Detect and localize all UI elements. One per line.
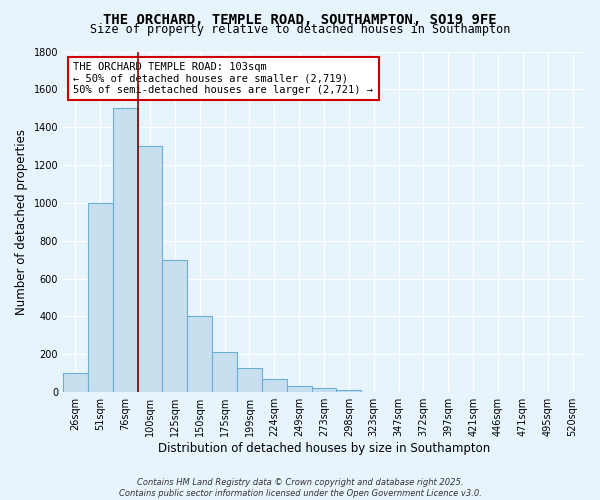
Bar [137, 146, 163, 392]
Y-axis label: Number of detached properties: Number of detached properties [15, 129, 28, 315]
Bar [63, 374, 88, 392]
Bar [113, 108, 137, 392]
Bar [311, 388, 337, 392]
Bar [88, 203, 113, 392]
Text: THE ORCHARD, TEMPLE ROAD, SOUTHAMPTON, SO19 9FE: THE ORCHARD, TEMPLE ROAD, SOUTHAMPTON, S… [103, 12, 497, 26]
Bar [163, 260, 187, 392]
Bar [337, 390, 361, 392]
Bar [237, 368, 262, 392]
Bar [212, 352, 237, 392]
Bar [187, 316, 212, 392]
Bar [262, 379, 287, 392]
Bar [287, 386, 311, 392]
Text: Contains HM Land Registry data © Crown copyright and database right 2025.
Contai: Contains HM Land Registry data © Crown c… [119, 478, 481, 498]
Text: THE ORCHARD TEMPLE ROAD: 103sqm
← 50% of detached houses are smaller (2,719)
50%: THE ORCHARD TEMPLE ROAD: 103sqm ← 50% of… [73, 62, 373, 95]
X-axis label: Distribution of detached houses by size in Southampton: Distribution of detached houses by size … [158, 442, 490, 455]
Text: Size of property relative to detached houses in Southampton: Size of property relative to detached ho… [90, 22, 510, 36]
